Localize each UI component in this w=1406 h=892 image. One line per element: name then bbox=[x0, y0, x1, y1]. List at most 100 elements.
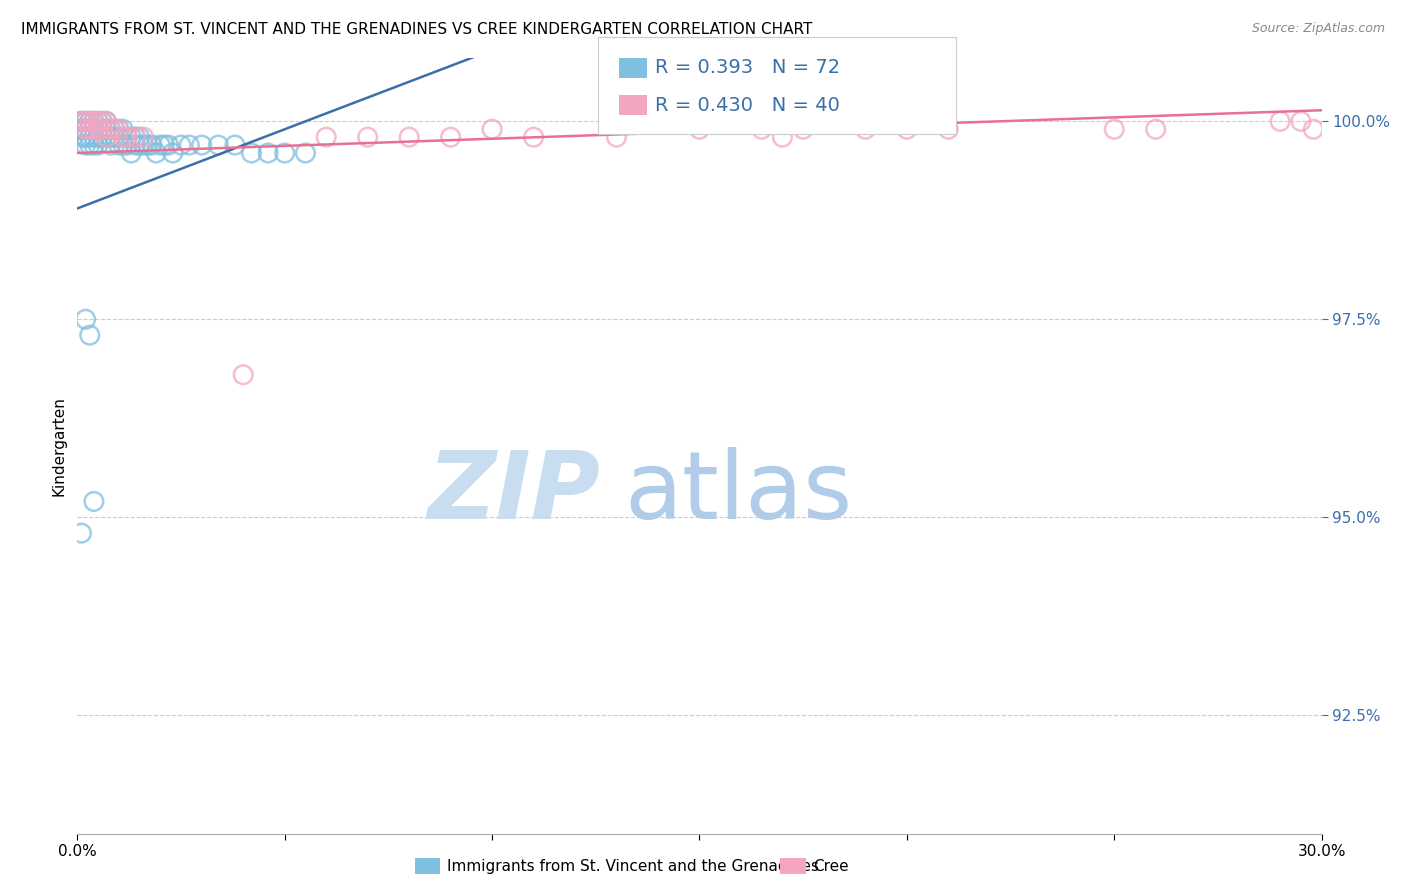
Point bbox=[75, 312, 97, 326]
Point bbox=[120, 130, 142, 145]
Point bbox=[79, 138, 101, 153]
Point bbox=[132, 138, 155, 153]
Point bbox=[87, 114, 110, 128]
Point bbox=[896, 122, 918, 136]
Point bbox=[104, 122, 127, 136]
Text: R = 0.393   N = 72: R = 0.393 N = 72 bbox=[655, 58, 841, 78]
Point bbox=[157, 138, 180, 153]
Point bbox=[87, 122, 110, 136]
Point bbox=[87, 138, 110, 153]
Point bbox=[83, 114, 105, 128]
Point bbox=[100, 122, 122, 136]
Point bbox=[315, 130, 337, 145]
Point bbox=[75, 130, 97, 145]
Point bbox=[170, 138, 193, 153]
Text: Cree: Cree bbox=[813, 859, 848, 873]
Point bbox=[107, 138, 129, 153]
Point bbox=[481, 122, 503, 136]
Point bbox=[96, 114, 118, 128]
Point bbox=[107, 122, 129, 136]
Point bbox=[224, 138, 246, 153]
Point bbox=[75, 122, 97, 136]
Point bbox=[523, 130, 546, 145]
Point bbox=[70, 114, 93, 128]
Point bbox=[87, 122, 110, 136]
Point bbox=[75, 138, 97, 153]
Point bbox=[79, 328, 101, 343]
Point bbox=[115, 130, 138, 145]
Point bbox=[96, 114, 118, 128]
Y-axis label: Kindergarten: Kindergarten bbox=[51, 396, 66, 496]
Point bbox=[190, 138, 214, 153]
Point bbox=[75, 122, 97, 136]
Point bbox=[79, 122, 101, 136]
Point bbox=[91, 114, 114, 128]
Text: atlas: atlas bbox=[624, 447, 853, 539]
Point bbox=[792, 122, 814, 136]
Point bbox=[104, 130, 127, 145]
Point bbox=[145, 146, 167, 161]
Point bbox=[855, 122, 877, 136]
Point bbox=[75, 114, 97, 128]
Point bbox=[124, 130, 146, 145]
Point bbox=[70, 122, 93, 136]
Point bbox=[257, 146, 280, 161]
Text: R = 0.430   N = 40: R = 0.430 N = 40 bbox=[655, 95, 839, 115]
Point bbox=[1302, 122, 1324, 136]
Point bbox=[107, 122, 129, 136]
Point bbox=[357, 130, 380, 145]
Point bbox=[115, 130, 138, 145]
Point bbox=[104, 122, 127, 136]
Point bbox=[232, 368, 254, 382]
Point bbox=[87, 130, 110, 145]
Point bbox=[689, 122, 711, 136]
Point bbox=[79, 130, 101, 145]
Point bbox=[772, 130, 794, 145]
Point bbox=[136, 138, 159, 153]
Text: Immigrants from St. Vincent and the Grenadines: Immigrants from St. Vincent and the Gren… bbox=[447, 859, 820, 873]
Point bbox=[70, 130, 93, 145]
Point bbox=[751, 122, 773, 136]
Point bbox=[96, 122, 118, 136]
Point bbox=[1268, 114, 1291, 128]
Point bbox=[79, 122, 101, 136]
Point bbox=[149, 138, 172, 153]
Point bbox=[79, 122, 101, 136]
Point bbox=[273, 146, 295, 161]
Point bbox=[70, 122, 93, 136]
Point bbox=[70, 526, 93, 541]
Point bbox=[79, 114, 101, 128]
Text: Source: ZipAtlas.com: Source: ZipAtlas.com bbox=[1251, 22, 1385, 36]
Point bbox=[91, 114, 114, 128]
Point bbox=[100, 138, 122, 153]
Point bbox=[115, 138, 138, 153]
Point bbox=[75, 114, 97, 128]
Point bbox=[70, 114, 93, 128]
Point bbox=[83, 114, 105, 128]
Point bbox=[1289, 114, 1312, 128]
Point bbox=[75, 122, 97, 136]
Point bbox=[111, 130, 134, 145]
Point bbox=[124, 138, 146, 153]
Point bbox=[70, 114, 93, 128]
Point bbox=[75, 114, 97, 128]
Point bbox=[294, 146, 316, 161]
Point bbox=[128, 138, 150, 153]
Point bbox=[1102, 122, 1125, 136]
Point bbox=[91, 130, 114, 145]
Point bbox=[132, 130, 155, 145]
Point bbox=[79, 114, 101, 128]
Point bbox=[207, 138, 229, 153]
Point bbox=[100, 130, 122, 145]
Point bbox=[96, 130, 118, 145]
Text: ZIP: ZIP bbox=[427, 447, 600, 539]
Point bbox=[120, 146, 142, 161]
Point bbox=[128, 130, 150, 145]
Point bbox=[439, 130, 461, 145]
Point bbox=[398, 130, 420, 145]
Point bbox=[179, 138, 201, 153]
Point bbox=[1144, 122, 1167, 136]
Point bbox=[83, 122, 105, 136]
Point bbox=[100, 122, 122, 136]
Point bbox=[240, 146, 263, 161]
